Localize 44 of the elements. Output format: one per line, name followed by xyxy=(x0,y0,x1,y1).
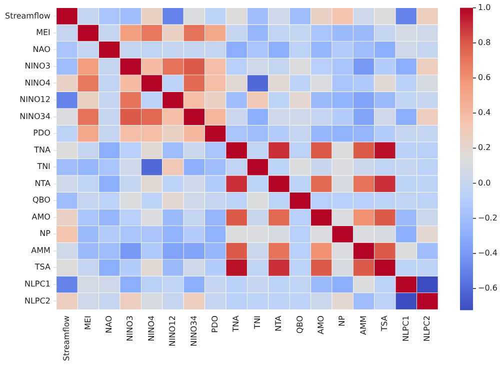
y-tick-label: NP xyxy=(40,229,51,238)
color-bar-label: 0.8 xyxy=(478,38,491,47)
y-tick-label: NTA xyxy=(34,178,51,188)
y-tick-label: Streamflow xyxy=(5,11,51,20)
y-tick-label: PDO xyxy=(33,128,50,138)
y-tick-label: NLPC1 xyxy=(24,280,50,289)
y-tick-label: MEI xyxy=(36,28,50,38)
color-bar-label: −0.2 xyxy=(478,213,498,222)
y-tick-label: TNI xyxy=(36,162,50,172)
color-bar-label: −0.6 xyxy=(478,284,498,293)
y-tick-label: TSA xyxy=(34,262,51,272)
x-tick-label: AMM xyxy=(358,315,368,335)
x-tick-label: NP xyxy=(338,315,347,326)
color-bar-label: 0.2 xyxy=(478,143,491,152)
color-bar-label: −0.4 xyxy=(478,248,498,258)
color-bar-label: 0.4 xyxy=(478,108,491,118)
x-tick-label: NLPC1 xyxy=(401,316,410,342)
y-tick-label: NINO34 xyxy=(20,112,50,121)
x-tick-label: QBO xyxy=(295,316,304,334)
x-tick-label: NINO34 xyxy=(189,316,198,346)
x-tick-label: NINO12 xyxy=(168,316,178,346)
x-tick-label: PDO xyxy=(210,316,220,333)
x-tick-label: NTA xyxy=(274,315,284,332)
y-tick-label: QBO xyxy=(32,196,50,205)
x-tick-label: AMO xyxy=(316,316,326,334)
y-tick-label: NLPC2 xyxy=(24,296,50,306)
y-tick-label: TNA xyxy=(33,145,51,154)
color-bar-label: 0.0 xyxy=(478,178,491,188)
y-tick-label: NINO4 xyxy=(24,78,50,88)
x-tick-label: TNI xyxy=(252,316,262,330)
color-bar-label: 1.0 xyxy=(478,2,491,12)
x-tick-label: MEI xyxy=(83,316,92,330)
color-bar-label: 0.6 xyxy=(478,73,491,82)
x-tick-label: NAO xyxy=(104,316,114,334)
y-tick-label: NINO3 xyxy=(24,62,50,71)
x-tick-label: NINO4 xyxy=(146,316,156,342)
y-tick-label: NINO12 xyxy=(20,95,50,104)
x-tick-label: TSA xyxy=(380,315,390,332)
x-tick-label: TNA xyxy=(232,315,241,333)
y-tick-label: AMM xyxy=(31,246,51,255)
y-tick-label: AMO xyxy=(32,212,50,222)
x-tick-label: NLPC2 xyxy=(422,316,432,342)
x-tick-label: NINO3 xyxy=(126,316,135,342)
y-tick-label: NAO xyxy=(32,44,50,54)
